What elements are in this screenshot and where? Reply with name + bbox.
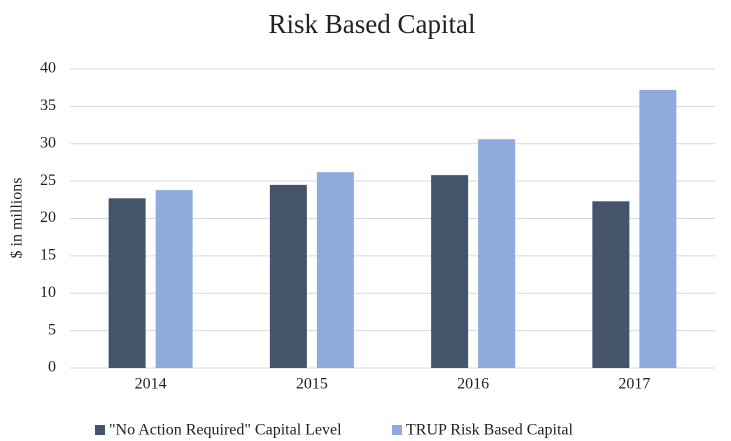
y-tick-label: 30: [40, 134, 56, 151]
bar: [155, 190, 193, 368]
x-tick-label: 2016: [457, 376, 489, 393]
y-tick-label: 20: [40, 209, 56, 226]
y-tick-label: 40: [40, 60, 56, 77]
bar: [108, 198, 146, 368]
chart-title: Risk Based Capital: [269, 9, 476, 39]
legend-label: "No Action Required" Capital Level: [109, 422, 342, 439]
legend-label: TRUP Risk Based Capital: [406, 422, 574, 439]
bar: [269, 184, 307, 368]
bar: [431, 175, 469, 368]
y-tick-label: 25: [40, 172, 56, 189]
bar: [478, 139, 516, 368]
y-tick-label: 0: [48, 359, 56, 376]
y-tick-label: 5: [48, 321, 56, 338]
bar: [639, 89, 677, 369]
bar: [316, 172, 354, 368]
legend-swatch: [392, 425, 402, 435]
x-tick-label: 2015: [296, 376, 328, 393]
legend-swatch: [95, 425, 105, 435]
y-tick-label: 15: [40, 247, 56, 264]
y-tick-label: 35: [40, 97, 56, 114]
x-tick-label: 2017: [618, 376, 650, 393]
bar: [592, 201, 630, 368]
y-axis-label: $ in millions: [9, 178, 26, 259]
y-tick-label: 10: [40, 284, 56, 301]
x-tick-label: 2014: [135, 376, 167, 393]
